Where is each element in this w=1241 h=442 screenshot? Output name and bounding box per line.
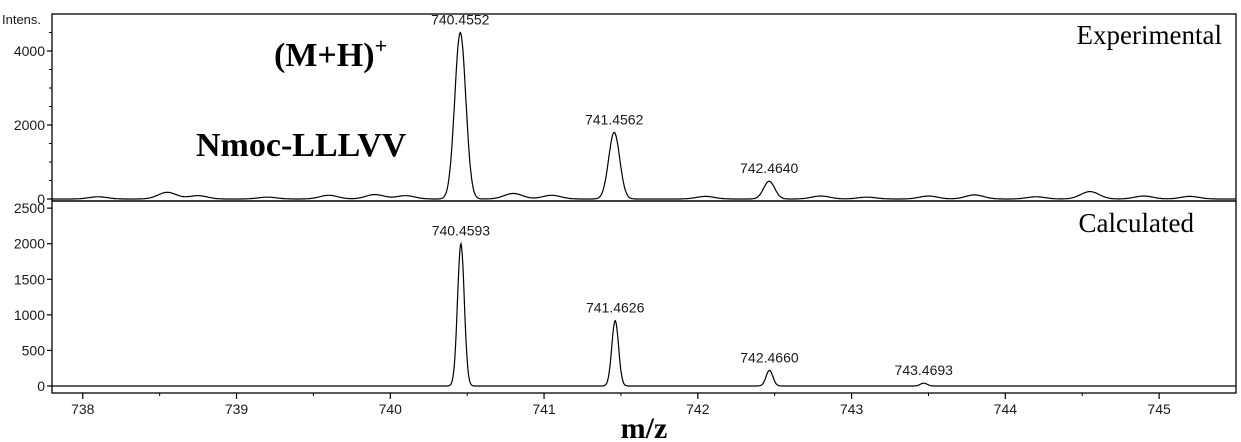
- bottom-y-tick-label: 500: [22, 342, 46, 358]
- bottom-y-tick-label: 0: [37, 378, 45, 394]
- x-axis-title: m/z: [621, 412, 668, 442]
- ion-annotation-superscript: +: [375, 33, 388, 58]
- experimental-spectrum-line: [52, 31, 1236, 200]
- experimental-peak-label: 740.4552: [431, 12, 490, 28]
- x-tick-label: 738: [71, 401, 95, 417]
- top-y-tick-label: 4000: [14, 43, 45, 59]
- ion-annotation-text: (M+H): [274, 37, 375, 74]
- bottom-y-tick-label: 2500: [14, 200, 45, 216]
- calculated-label: Calculated: [1079, 208, 1195, 238]
- experimental-peak-labels: 740.4552 741.4562 742.4640: [431, 12, 798, 177]
- bottom-y-tick-label: 2000: [14, 236, 45, 252]
- calculated-peak-label: 743.4693: [895, 362, 954, 378]
- top-panel-frame: [51, 13, 1237, 202]
- top-y-tick-label: 2000: [14, 117, 45, 133]
- calculated-spectrum-line: [52, 241, 1236, 387]
- x-tick-label: 739: [225, 401, 249, 417]
- top-y-axis: 0 2000 4000: [14, 32, 52, 207]
- y-axis-title: Intens.: [2, 12, 41, 27]
- top-y-tick-label: 0: [37, 191, 45, 207]
- x-tick-label: 741: [532, 401, 556, 417]
- experimental-label: Experimental: [1077, 20, 1222, 50]
- calculated-peak-labels: 740.4593 741.4626 742.4660 743.4693: [432, 223, 953, 378]
- x-tick-label: 744: [994, 401, 1018, 417]
- calculated-peak-label: 740.4593: [432, 223, 491, 239]
- bottom-y-tick-label: 1000: [14, 307, 45, 323]
- compound-annotation: Nmoc-LLLVV: [196, 127, 407, 164]
- experimental-peak-label: 741.4562: [585, 111, 644, 127]
- x-axis: 738 739 740 741 742 743 744 745: [71, 393, 1171, 417]
- calculated-peak-label: 741.4626: [586, 300, 645, 316]
- x-tick-label: 740: [379, 401, 403, 417]
- experimental-peak-label: 742.4640: [740, 160, 799, 176]
- x-tick-label: 745: [1147, 401, 1171, 417]
- bottom-panel-frame: [51, 200, 1237, 394]
- ion-annotation: (M+H)+: [274, 33, 387, 74]
- calculated-peak-label: 742.4660: [740, 349, 799, 365]
- bottom-y-axis: 0 500 1000 1500 2000 2500: [14, 200, 52, 394]
- bottom-y-tick-label: 1500: [14, 271, 45, 287]
- x-tick-label: 743: [840, 401, 864, 417]
- x-tick-label: 742: [686, 401, 710, 417]
